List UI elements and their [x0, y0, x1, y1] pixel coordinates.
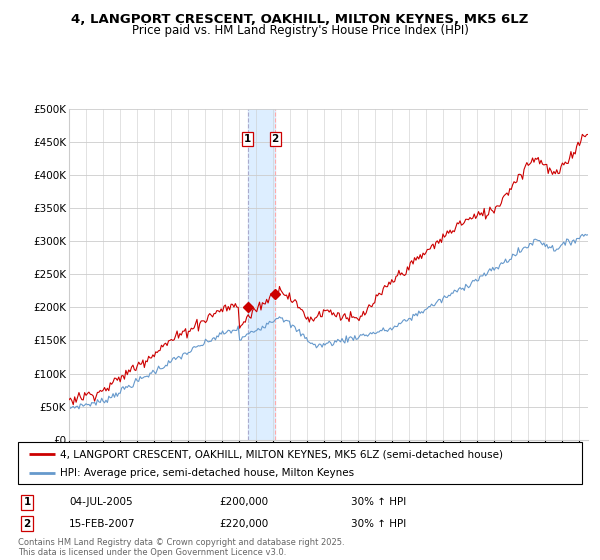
Text: 30% ↑ HPI: 30% ↑ HPI — [351, 497, 406, 507]
Text: HPI: Average price, semi-detached house, Milton Keynes: HPI: Average price, semi-detached house,… — [60, 468, 355, 478]
Text: 15-FEB-2007: 15-FEB-2007 — [69, 519, 136, 529]
Text: 2: 2 — [23, 519, 31, 529]
FancyBboxPatch shape — [18, 442, 582, 484]
Text: 1: 1 — [244, 134, 251, 144]
Text: £220,000: £220,000 — [219, 519, 268, 529]
Text: 4, LANGPORT CRESCENT, OAKHILL, MILTON KEYNES, MK5 6LZ: 4, LANGPORT CRESCENT, OAKHILL, MILTON KE… — [71, 13, 529, 26]
Text: £200,000: £200,000 — [219, 497, 268, 507]
Text: Contains HM Land Registry data © Crown copyright and database right 2025.
This d: Contains HM Land Registry data © Crown c… — [18, 538, 344, 557]
Text: 30% ↑ HPI: 30% ↑ HPI — [351, 519, 406, 529]
Text: Price paid vs. HM Land Registry's House Price Index (HPI): Price paid vs. HM Land Registry's House … — [131, 24, 469, 38]
Text: 1: 1 — [23, 497, 31, 507]
Text: 2: 2 — [272, 134, 279, 144]
Text: 4, LANGPORT CRESCENT, OAKHILL, MILTON KEYNES, MK5 6LZ (semi-detached house): 4, LANGPORT CRESCENT, OAKHILL, MILTON KE… — [60, 449, 503, 459]
Text: 04-JUL-2005: 04-JUL-2005 — [69, 497, 133, 507]
Bar — [248, 109, 275, 440]
